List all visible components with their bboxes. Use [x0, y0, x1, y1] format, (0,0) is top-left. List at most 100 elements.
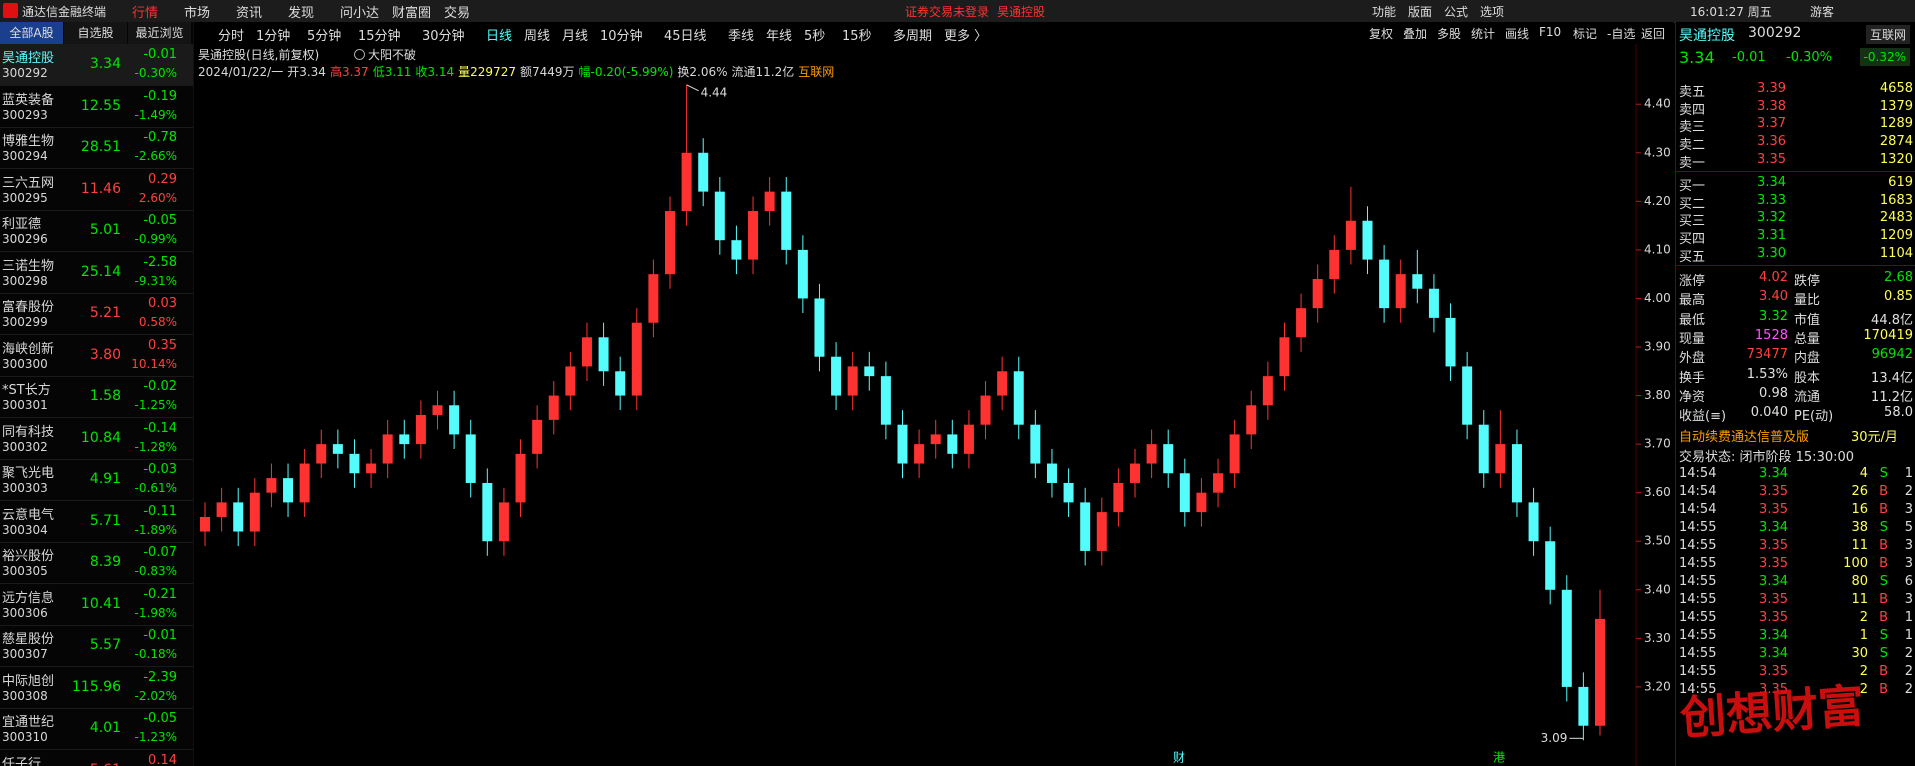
stat-label: 现量	[1679, 331, 1706, 347]
stock-change: -0.02	[143, 379, 177, 394]
period-button[interactable]: 5分钟	[307, 29, 342, 44]
stock-name: 富春股份	[2, 300, 55, 315]
period-button[interactable]: 多周期	[893, 29, 933, 44]
period-button[interactable]: 年线	[766, 29, 793, 44]
watchlist-row[interactable]: 同有科技 300302 10.84 -0.14 -1.28%	[0, 418, 193, 460]
stock-name: 宜通世纪	[2, 715, 55, 730]
watchlist-tab[interactable]: 自选股	[64, 22, 127, 44]
user[interactable]: 游客	[1810, 5, 1835, 19]
notice[interactable]: 昊通控股	[997, 5, 1046, 19]
tick-price: 3.35	[1759, 538, 1788, 553]
period-button[interactable]: 15分钟	[358, 29, 401, 44]
stock-change: -0.78	[143, 130, 177, 145]
menu-item[interactable]: 市场	[184, 6, 211, 21]
period-button[interactable]: 10分钟	[600, 29, 643, 44]
period-button[interactable]: 5秒	[804, 29, 826, 44]
menu-item[interactable]: 发现	[288, 6, 315, 21]
candle-body	[482, 482, 493, 542]
watchlist-tab[interactable]: 全部A股	[0, 22, 63, 44]
ad-price[interactable]: 30元/月	[1851, 430, 1898, 445]
period-button[interactable]: 季线	[728, 29, 755, 44]
book-price: 3.33	[1757, 192, 1786, 208]
clock: 16:01:27 周五	[1690, 5, 1772, 19]
period-button[interactable]: 30分钟	[422, 29, 465, 44]
watchlist-row[interactable]: 海峡创新 300300 3.80 0.35 10.14%	[0, 335, 193, 377]
stat-label: 外盘	[1679, 351, 1706, 367]
tick-volume: 80	[1851, 574, 1868, 589]
menu-item[interactable]: 交易	[444, 6, 471, 21]
tool-button[interactable]: 复权	[1369, 27, 1394, 41]
period-button[interactable]: 分时	[218, 29, 245, 44]
stock-code: 300305	[2, 564, 48, 578]
tick-volume: 16	[1851, 502, 1868, 517]
watchlist-row[interactable]: 裕兴股份 300305 8.39 -0.07 -0.83%	[0, 542, 193, 584]
watchlist-row[interactable]: 远方信息 300306 10.41 -0.21 -1.98%	[0, 584, 193, 626]
book-volume: 1320	[1879, 151, 1913, 167]
menu-item[interactable]: 资讯	[236, 6, 263, 21]
tool-button[interactable]: 多股	[1437, 27, 1462, 41]
stock-price: 3.34	[89, 56, 121, 72]
notice[interactable]: 证券交易未登录	[905, 5, 990, 19]
tool-button[interactable]: -自选	[1607, 27, 1636, 41]
watchlist-row[interactable]: 富春股份 300299 5.21 0.03 0.58%	[0, 293, 193, 335]
stock-change: -0.21	[143, 586, 177, 602]
tool-button[interactable]: F10	[1539, 25, 1562, 39]
menu-item[interactable]: 公式	[1444, 5, 1469, 19]
tick-count: 1	[1904, 610, 1913, 625]
watchlist-row[interactable]: 中际旭创 300308 115.96 -2.39 -2.02%	[0, 667, 193, 709]
book-label: 卖四	[1679, 102, 1706, 118]
watchlist-row[interactable]: 博雅生物 300294 28.51 -0.78 -2.66%	[0, 127, 193, 169]
watchlist-row[interactable]: 三六五网 300295 11.46 0.29 2.60%	[0, 169, 193, 211]
tick-count: 5	[1904, 520, 1913, 535]
tool-button[interactable]: 画线	[1505, 27, 1530, 41]
watchlist-row[interactable]: 利亚德 300296 5.01 -0.05 -0.99%	[0, 210, 193, 252]
candle-body	[880, 376, 891, 425]
watchlist-row[interactable]: 蓝英装备 300293 12.55 -0.19 -1.49%	[0, 86, 193, 128]
stat-value: 1528	[1754, 327, 1788, 343]
tool-button[interactable]: 统计	[1471, 27, 1496, 41]
info-item: 幅-0.20(-5.99%)	[578, 65, 674, 79]
watchlist-row[interactable]: 云意电气 300304 5.71 -0.11 -1.89%	[0, 501, 193, 543]
watchlist-row[interactable]: 昊通控股 300292 3.34 -0.01 -0.30%	[0, 44, 193, 86]
tick-volume: 2	[1859, 682, 1868, 697]
menu-item[interactable]: 功能	[1372, 5, 1397, 19]
candle-body	[631, 322, 642, 396]
stat-value: 170419	[1863, 327, 1913, 343]
menu-item[interactable]: 问小达	[340, 6, 380, 21]
watchlist-row[interactable]: 宜通世纪 300310 4.01 -0.05 -1.23%	[0, 708, 193, 750]
watchlist-row[interactable]: 聚飞光电 300303 4.91 -0.03 -0.61%	[0, 459, 193, 501]
menu-item[interactable]: 行情	[132, 6, 159, 21]
period-button[interactable]: 1分钟	[256, 29, 291, 44]
period-button[interactable]: 45日线	[664, 29, 707, 44]
stock-change: -0.03	[143, 462, 177, 477]
candle-body	[1561, 589, 1572, 687]
stat-label: 股本	[1794, 370, 1821, 386]
watchlist-row[interactable]: 慈星股份 300307 5.57 -0.01 -0.18%	[0, 625, 193, 667]
menu-item[interactable]: 选项	[1480, 5, 1505, 19]
period-button[interactable]: 周线	[524, 29, 551, 44]
tool-button[interactable]: 返回	[1641, 27, 1666, 41]
tick-count: 1	[1904, 466, 1913, 481]
candle-body	[565, 366, 576, 396]
tick-price: 3.35	[1759, 502, 1788, 517]
ad-text[interactable]: 自动续费通达信普及版	[1679, 430, 1810, 445]
tick-count: 2	[1904, 646, 1913, 661]
watchlist-row[interactable]: *ST长方 300301 1.58 -0.02 -1.25%	[0, 376, 193, 418]
tool-button[interactable]: 叠加	[1403, 27, 1428, 41]
period-button[interactable]: 15秒	[842, 29, 872, 44]
period-button[interactable]: 月线	[562, 29, 589, 44]
watchlist-row[interactable]: 三诺生物 300298 25.14 -2.58 -9.31%	[0, 252, 193, 294]
tick-side: S	[1879, 574, 1888, 589]
menu-item[interactable]: 版面	[1408, 5, 1433, 19]
y-tick-label: 3.30	[1644, 631, 1671, 645]
tick-time: 14:55	[1679, 664, 1717, 679]
watchlist-tab[interactable]: 最近浏览	[128, 22, 191, 44]
stock-code: 300306	[2, 605, 48, 620]
watchlist-row[interactable]: 任子行 5.61 0.14	[0, 750, 193, 766]
period-button[interactable]: 更多 〉	[944, 29, 988, 44]
period-button[interactable]: 日线	[486, 29, 513, 44]
y-tick-label: 3.90	[1644, 340, 1671, 354]
tool-button[interactable]: 标记	[1573, 27, 1598, 41]
menu-item[interactable]: 财富圈	[392, 6, 432, 21]
book-volume: 1289	[1879, 116, 1913, 132]
